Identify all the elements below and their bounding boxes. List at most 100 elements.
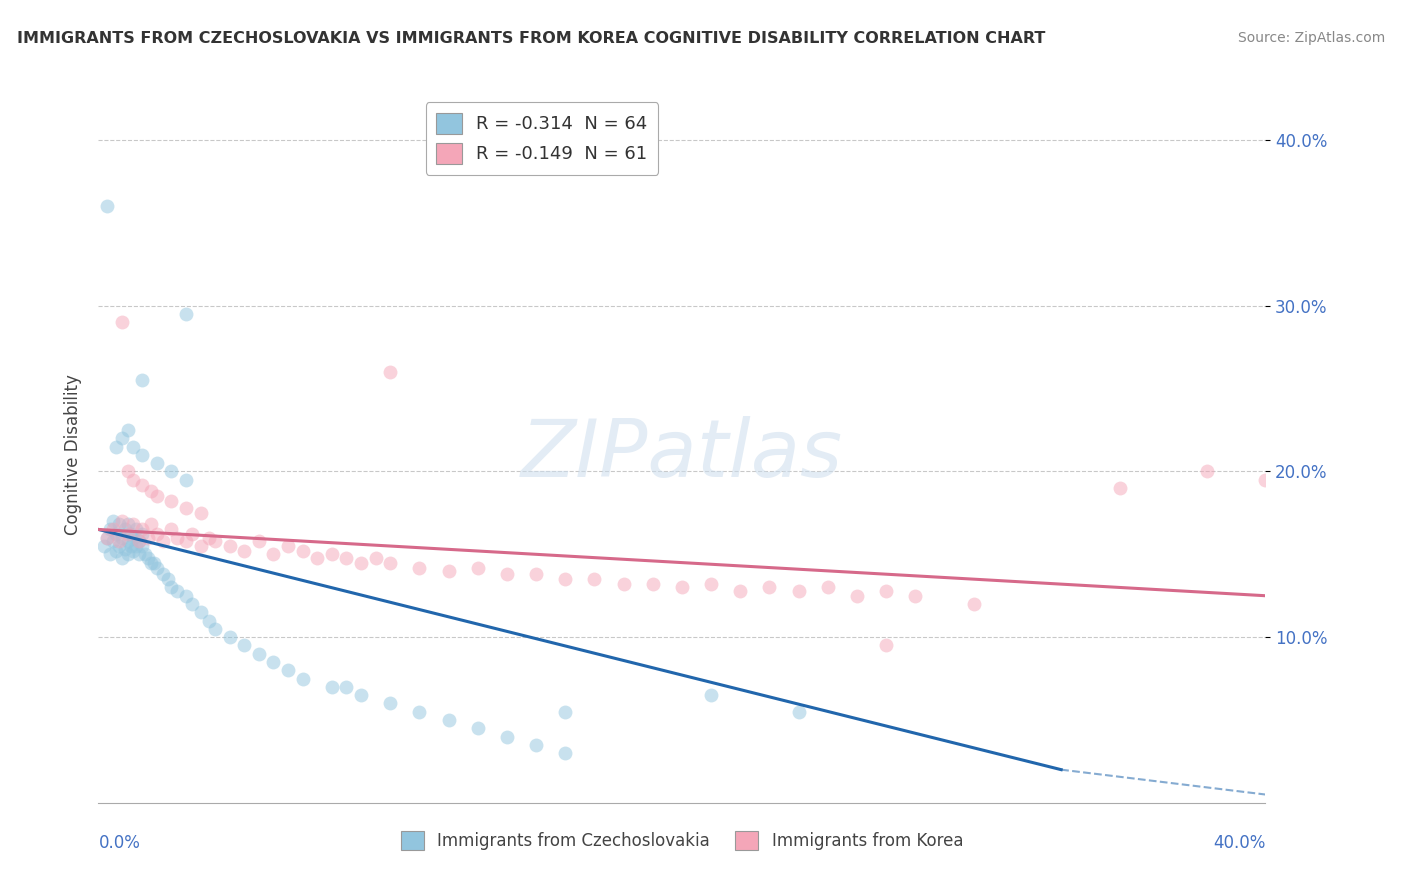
Point xyxy=(131,539,153,553)
Point xyxy=(117,465,139,479)
Point xyxy=(117,527,139,541)
Point xyxy=(554,705,576,719)
Point xyxy=(247,647,270,661)
Point xyxy=(190,506,212,520)
Point xyxy=(233,639,256,653)
Point xyxy=(350,688,373,702)
Point xyxy=(467,560,489,574)
Point xyxy=(1254,473,1277,487)
Text: 0.0%: 0.0% xyxy=(98,834,141,852)
Point xyxy=(380,697,402,711)
Point xyxy=(160,494,183,508)
Point xyxy=(111,514,134,528)
Point xyxy=(125,523,148,537)
Point xyxy=(190,539,212,553)
Point xyxy=(787,583,810,598)
Legend: Immigrants from Czechoslovakia, Immigrants from Korea: Immigrants from Czechoslovakia, Immigran… xyxy=(394,824,970,857)
Point xyxy=(146,527,169,541)
Point xyxy=(291,672,314,686)
Point xyxy=(524,738,547,752)
Point xyxy=(111,531,134,545)
Point xyxy=(146,456,169,470)
Point xyxy=(204,534,226,549)
Point xyxy=(139,556,162,570)
Point xyxy=(875,583,897,598)
Point xyxy=(117,534,139,549)
Point xyxy=(700,688,723,702)
Point xyxy=(408,705,430,719)
Point xyxy=(101,523,124,537)
Text: Source: ZipAtlas.com: Source: ZipAtlas.com xyxy=(1237,31,1385,45)
Point xyxy=(117,517,139,532)
Point xyxy=(612,577,634,591)
Point xyxy=(111,431,134,445)
Point xyxy=(380,556,402,570)
Point xyxy=(108,534,131,549)
Point xyxy=(1108,481,1130,495)
Point xyxy=(157,572,180,586)
Point xyxy=(136,550,159,565)
Point xyxy=(122,440,145,454)
Point xyxy=(350,556,373,570)
Point xyxy=(136,531,159,545)
Point xyxy=(98,547,121,561)
Point xyxy=(291,544,314,558)
Point xyxy=(277,663,299,677)
Point xyxy=(524,567,547,582)
Point xyxy=(583,572,606,586)
Point xyxy=(174,473,197,487)
Point xyxy=(437,564,460,578)
Point xyxy=(554,572,576,586)
Point xyxy=(122,544,145,558)
Point xyxy=(730,583,752,598)
Point xyxy=(142,556,165,570)
Point xyxy=(104,440,127,454)
Point xyxy=(120,539,142,553)
Point xyxy=(93,539,115,553)
Point xyxy=(125,539,148,553)
Point xyxy=(190,605,212,619)
Point xyxy=(198,531,221,545)
Point xyxy=(198,614,221,628)
Point xyxy=(131,373,153,387)
Point xyxy=(875,639,897,653)
Point xyxy=(904,589,927,603)
Point xyxy=(307,550,329,565)
Point xyxy=(139,484,162,499)
Point xyxy=(554,746,576,760)
Point xyxy=(166,583,188,598)
Point xyxy=(180,597,202,611)
Point xyxy=(117,547,139,561)
Point xyxy=(108,539,131,553)
Point xyxy=(218,539,240,553)
Point xyxy=(101,534,124,549)
Point xyxy=(174,307,197,321)
Point xyxy=(321,680,343,694)
Point xyxy=(111,550,134,565)
Text: IMMIGRANTS FROM CZECHOSLOVAKIA VS IMMIGRANTS FROM KOREA COGNITIVE DISABILITY COR: IMMIGRANTS FROM CZECHOSLOVAKIA VS IMMIGR… xyxy=(17,31,1045,46)
Point xyxy=(496,730,519,744)
Point xyxy=(152,534,174,549)
Point xyxy=(122,473,145,487)
Point xyxy=(204,622,226,636)
Point xyxy=(962,597,984,611)
Point xyxy=(152,567,174,582)
Point xyxy=(437,713,460,727)
Point xyxy=(277,539,299,553)
Point xyxy=(134,547,156,561)
Point xyxy=(380,365,402,379)
Point xyxy=(335,680,357,694)
Point xyxy=(111,315,134,329)
Point xyxy=(700,577,723,591)
Point xyxy=(101,514,124,528)
Point xyxy=(641,577,664,591)
Point xyxy=(321,547,343,561)
Point xyxy=(408,560,430,574)
Point xyxy=(96,199,118,213)
Point xyxy=(262,655,284,669)
Point xyxy=(146,489,169,503)
Point xyxy=(174,589,197,603)
Text: 40.0%: 40.0% xyxy=(1213,834,1265,852)
Point xyxy=(671,581,693,595)
Point xyxy=(758,581,780,595)
